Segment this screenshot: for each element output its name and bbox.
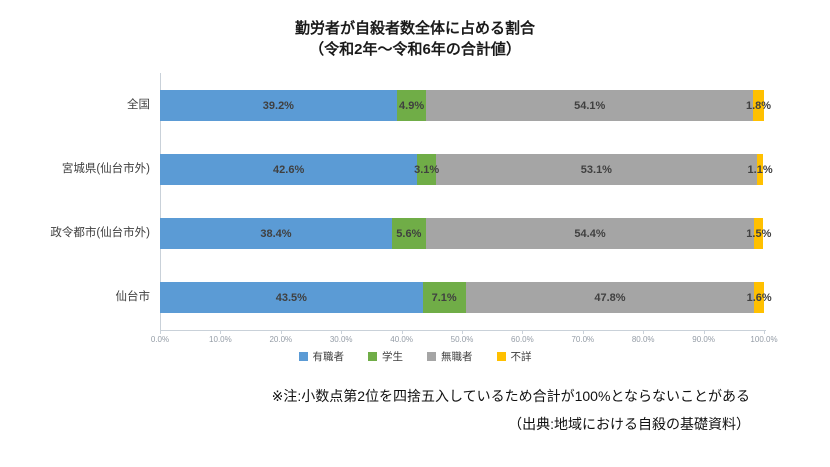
legend-swatch [298, 351, 308, 361]
segment-value-label: 5.6% [396, 227, 422, 240]
bar-row: 宮城県(仙台市外) 42.6% 3.1% 53.1% 1.1% [0, 154, 830, 185]
x-axis-ticks: 0.0% 10.0% 20.0% 30.0% 40.0% 50.0% 60.0% 70.0% 8… [151, 330, 778, 350]
bar-segment: 47.8% [465, 282, 755, 313]
x-tick-mark [341, 331, 343, 334]
bar-segment: 7.1% [422, 282, 466, 313]
segment-value-label: 1.8% [746, 99, 772, 112]
stacked-bar: 38.4% 5.6% 54.4% 1.5% [160, 218, 771, 249]
segment-value-label: 1.5% [746, 227, 772, 240]
bar-segment: 5.6% [391, 218, 426, 249]
x-tick-mark [462, 331, 463, 334]
bar-segment: 38.4% [160, 218, 392, 249]
segment-value-label: 54.1% [574, 99, 606, 112]
legend: 有職者 学生 無職者 不詳 [0, 348, 830, 364]
note-rounding: ※注:小数点第2位を四捨五入しているため合計が100%とならないことがある [271, 388, 750, 404]
x-tick-label: 50.0% [450, 335, 474, 344]
category-label: 全国 [127, 99, 150, 111]
x-tick-label: 60.0% [511, 335, 534, 344]
legend-swatch [427, 351, 436, 361]
note-source: （出典:地域における自殺の基礎資料） [508, 416, 750, 432]
footnotes: ※注:小数点第2位を四捨五入しているため合計が100%とならないことがある （出… [272, 382, 750, 438]
segment-value-label: 54.4% [574, 227, 606, 240]
segment-value-label: 4.9% [399, 99, 425, 112]
plot-area: 全国 39.2% 4.9% 54.1% 1.8% 宮城県(仙台市外) 42.6% 3.1% 53… [0, 73, 830, 330]
stacked-bar: 43.5% 7.1% 47.8% 1.6% [160, 282, 772, 313]
bar-segment: 1.5% [746, 218, 771, 249]
x-tick-label: 90.0% [692, 335, 715, 344]
stacked-bar: 39.2% 4.9% 54.1% 1.8% [160, 90, 771, 121]
segment-value-label: 39.2% [262, 99, 294, 112]
x-tick-label: 70.0% [571, 335, 595, 344]
bar-row: 政令都市(仙台市外) 38.4% 5.6% 54.4% 1.5% [0, 218, 830, 249]
x-tick-mark [764, 331, 765, 334]
bar-segment: 54.1% [426, 90, 754, 121]
legend-item: 無職者 [427, 349, 473, 364]
x-tick-mark [160, 331, 161, 334]
x-tick-label: 80.0% [631, 335, 655, 344]
bar-segment: 43.5% [160, 282, 423, 313]
segment-value-label: 53.1% [580, 163, 612, 176]
bar-segment: 1.8% [746, 90, 771, 121]
category-label: 政令都市(仙台市外) [50, 227, 150, 239]
x-tick-mark [220, 331, 222, 334]
legend-item: 不詳 [496, 349, 532, 364]
x-tick-mark [280, 331, 282, 334]
x-tick-label: 10.0% [209, 335, 232, 344]
chart-title-line-1: 勤労者が自殺者数全体に占める割合 [294, 20, 535, 37]
segment-value-label: 1.6% [746, 291, 772, 304]
x-tick-label: 20.0% [269, 335, 293, 344]
x-tick-label: 30.0% [329, 335, 353, 344]
bar-segment: 1.1% [748, 154, 773, 185]
category-label: 仙台市 [115, 291, 151, 303]
legend-label: 不詳 [510, 350, 532, 363]
bar-segment: 42.6% [160, 154, 418, 185]
bar-row: 仙台市 43.5% 7.1% 47.8% 1.6% [0, 282, 830, 313]
bar-segment: 54.4% [425, 218, 755, 249]
x-tick-label: 40.0% [390, 335, 413, 344]
segment-value-label: 7.1% [431, 291, 457, 304]
category-label: 宮城県(仙台市外) [61, 163, 150, 175]
x-tick-label: 100.0% [750, 335, 778, 344]
chart-title: 勤労者が自殺者数全体に占める割合 （令和2年～令和6年の合計値） [0, 18, 830, 60]
segment-value-label: 1.1% [747, 163, 773, 176]
legend-swatch [368, 351, 377, 361]
x-tick-mark [582, 331, 584, 334]
bar-segment: 4.9% [396, 90, 427, 121]
legend-swatch [496, 351, 506, 361]
x-axis-line [160, 330, 766, 331]
segment-value-label: 47.8% [594, 291, 626, 304]
chart-title-line-2: （令和2年～令和6年の合計値） [309, 41, 521, 58]
segment-value-label: 43.5% [275, 291, 307, 304]
x-tick-label: 0.0% [150, 335, 170, 344]
legend-label: 無職者 [441, 350, 473, 363]
x-tick-mark [522, 331, 524, 334]
bar-segment: 1.6% [747, 282, 772, 313]
legend-item: 有職者 [298, 349, 345, 364]
stacked-bar: 42.6% 3.1% 53.1% 1.1% [160, 154, 773, 185]
legend-label: 学生 [382, 350, 403, 363]
y-axis-line [160, 73, 161, 331]
segment-value-label: 38.4% [260, 227, 292, 240]
segment-value-label: 3.1% [414, 163, 440, 176]
bar-segment: 53.1% [436, 154, 757, 185]
bar-row: 全国 39.2% 4.9% 54.1% 1.8% [0, 90, 830, 121]
legend-label: 有職者 [312, 350, 345, 363]
bar-segment: 39.2% [160, 90, 397, 121]
x-tick-mark [703, 331, 705, 334]
legend-item: 学生 [368, 349, 403, 364]
segment-value-label: 42.6% [273, 163, 305, 176]
x-tick-mark [401, 331, 403, 334]
x-tick-mark [643, 331, 645, 334]
bar-segment: 3.1% [414, 154, 440, 185]
